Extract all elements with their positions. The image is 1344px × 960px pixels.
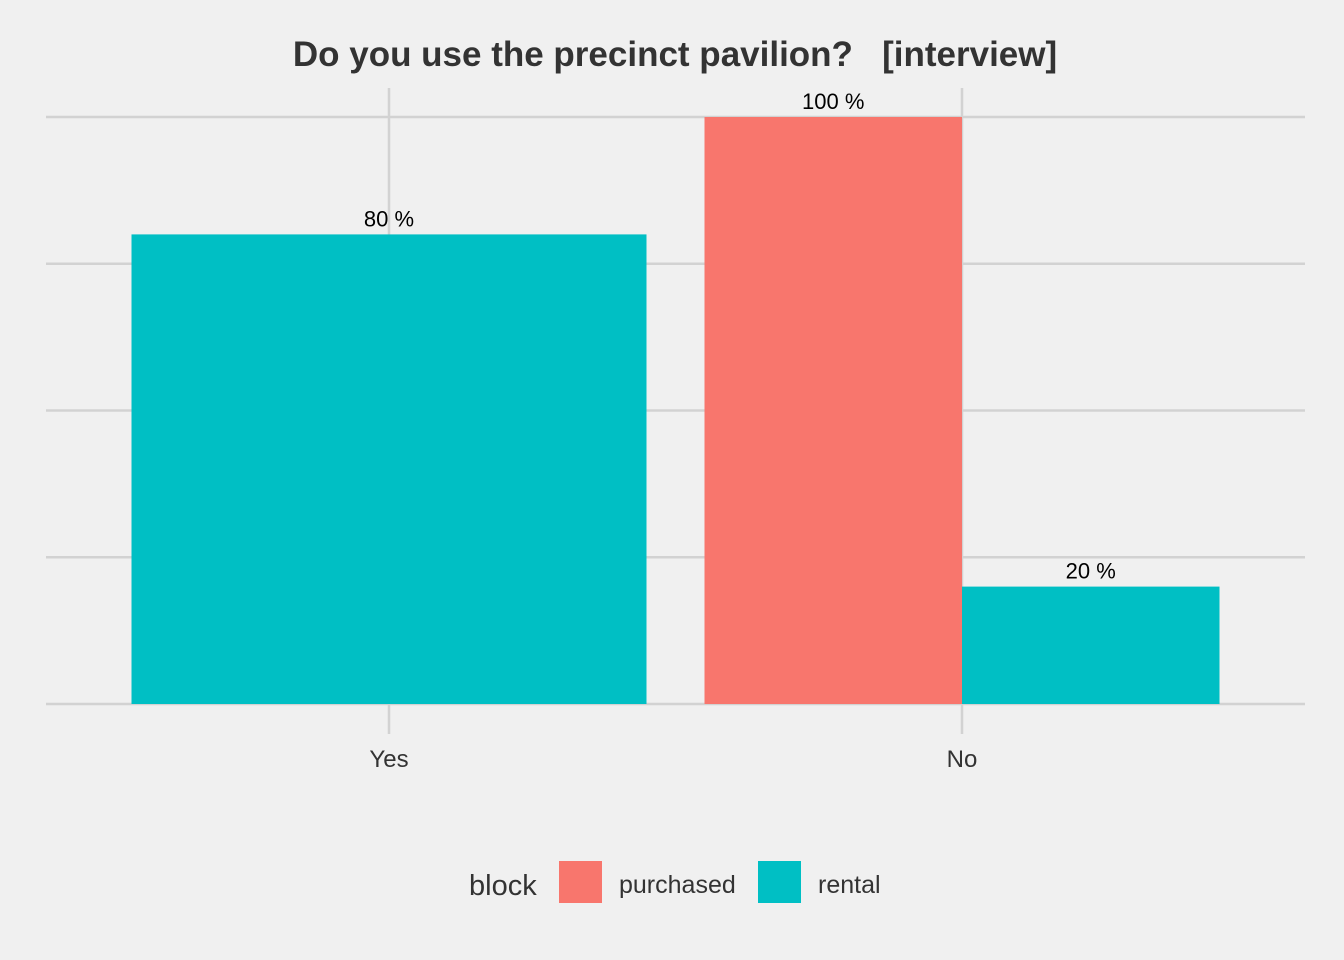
legend-key-purchased (559, 861, 602, 903)
bar-rental-no (962, 586, 1220, 704)
legend-title: block (469, 870, 537, 902)
legend-label-rental: rental (818, 871, 881, 899)
data-labels: 80 % 100 % 20 % (364, 89, 1116, 584)
data-label-rental-yes: 80 % (364, 206, 414, 231)
legend: block purchased rental (469, 861, 881, 903)
x-tick-label: Yes (369, 746, 408, 773)
data-label-purchased-no: 100 % (802, 89, 864, 114)
chart-title: Do you use the precinct pavilion? [inter… (293, 35, 1057, 74)
x-axis: Yes No (369, 746, 977, 773)
data-label-rental-no: 20 % (1066, 559, 1116, 584)
x-tick-label: No (947, 746, 978, 773)
legend-label-purchased: purchased (619, 871, 736, 899)
bar-purchased-no (704, 117, 962, 704)
bar-rental-yes (131, 234, 647, 704)
bars (131, 117, 1220, 704)
legend-key-rental (758, 861, 801, 903)
